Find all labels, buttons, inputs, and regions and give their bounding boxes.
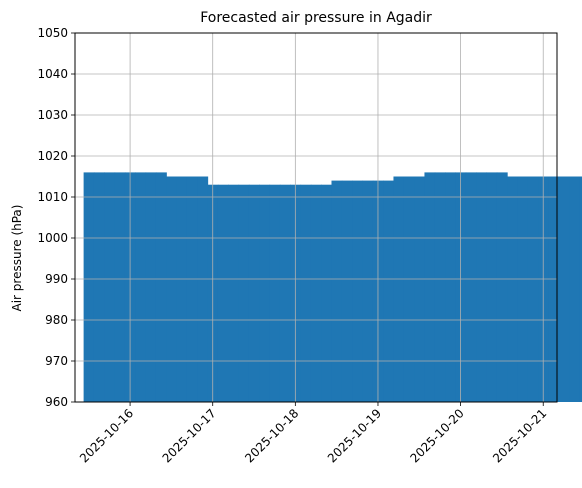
bar <box>486 172 498 402</box>
plot-frame <box>74 32 558 403</box>
y-tick-label: 1020 <box>37 149 68 163</box>
bar <box>403 176 415 402</box>
bar <box>93 172 105 402</box>
bar <box>424 172 436 402</box>
x-tick-label: 2025-10-16 <box>77 406 136 465</box>
bar <box>269 184 281 402</box>
y-tick-label: 1050 <box>37 26 68 40</box>
chart-title: Forecasted air pressure in Agadir <box>200 10 432 26</box>
bar <box>135 172 147 402</box>
bar <box>414 176 426 402</box>
bar <box>517 176 529 402</box>
bar <box>176 176 188 402</box>
bar <box>145 172 157 402</box>
bar <box>445 172 457 402</box>
x-tick-label: 2025-10-18 <box>242 406 301 465</box>
bar <box>83 172 95 402</box>
bar <box>310 184 322 402</box>
y-tick-label: 990 <box>45 272 68 286</box>
bar <box>383 180 395 402</box>
bar <box>527 176 539 402</box>
bar <box>569 176 580 402</box>
bar <box>155 172 167 402</box>
bar <box>331 180 343 402</box>
y-tick-label: 1000 <box>37 231 68 245</box>
bar <box>548 176 560 402</box>
bar <box>341 180 353 402</box>
y-tick-label: 970 <box>45 354 68 368</box>
bar <box>166 176 178 402</box>
y-axis-label: Air pressure (hPa) <box>10 205 24 312</box>
y-tick-label: 960 <box>45 395 68 409</box>
bar <box>197 176 209 402</box>
bar <box>104 172 116 402</box>
y-tick-label: 1010 <box>37 190 68 204</box>
bar <box>558 176 570 402</box>
bar <box>352 180 364 402</box>
y-tick-label: 1040 <box>37 67 68 81</box>
bar <box>186 176 198 402</box>
x-tick-label: 2025-10-17 <box>160 406 219 465</box>
bar <box>496 172 508 402</box>
bar <box>217 184 229 402</box>
bar <box>362 180 374 402</box>
y-axis: 960 970 980 990 1000 1010 1020 1030 1040 1050 <box>37 26 75 409</box>
y-tick-label: 1030 <box>37 108 68 122</box>
bar <box>393 176 405 402</box>
bar <box>507 176 519 402</box>
bar <box>228 184 240 402</box>
bar <box>114 172 126 402</box>
x-tick-label: 2025-10-19 <box>325 406 384 465</box>
grid-layer <box>75 32 557 403</box>
x-axis: 2025-10-16 2025-10-17 2025-10-18 2025-10-19… <box>77 402 549 465</box>
bar <box>579 176 582 402</box>
x-tick-label: 2025-10-21 <box>490 406 549 465</box>
y-tick-label: 980 <box>45 313 68 327</box>
bars-layer <box>83 172 582 402</box>
bar <box>321 184 333 402</box>
bar <box>259 184 271 402</box>
bar <box>248 184 260 402</box>
bar <box>238 184 250 402</box>
bar <box>279 184 291 402</box>
bar <box>465 172 477 402</box>
bar <box>434 172 446 402</box>
x-tick-label: 2025-10-20 <box>408 406 467 465</box>
bar <box>476 172 488 402</box>
bar <box>300 184 312 402</box>
